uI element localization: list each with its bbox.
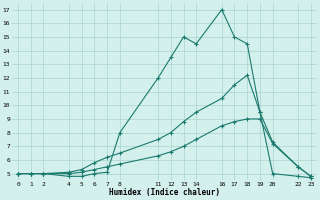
X-axis label: Humidex (Indice chaleur): Humidex (Indice chaleur) [109, 188, 220, 197]
